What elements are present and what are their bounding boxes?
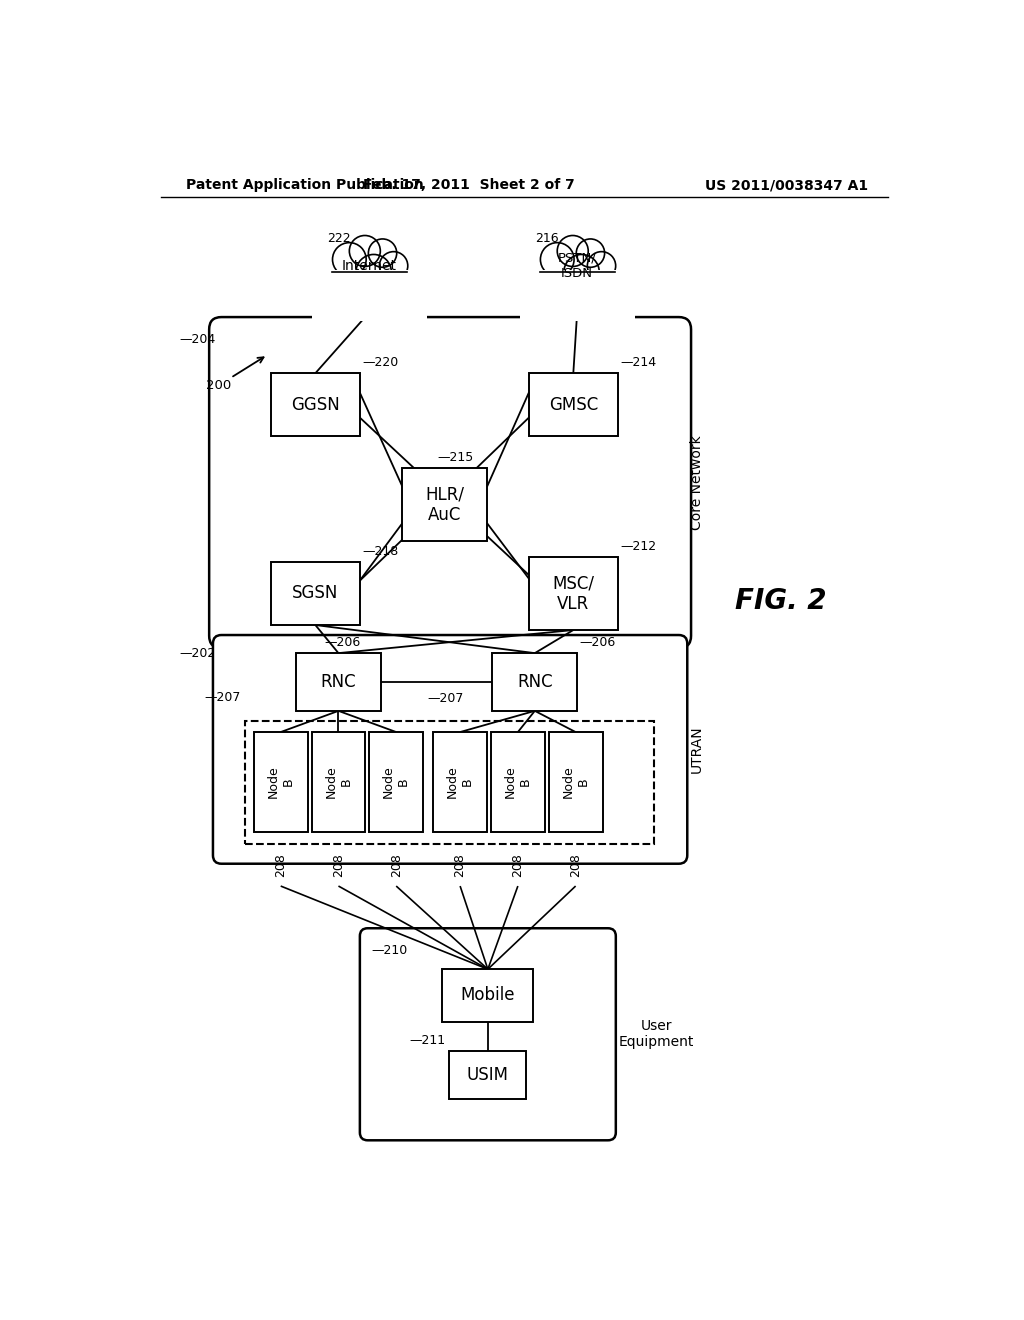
Text: 208: 208 (390, 853, 402, 878)
Text: User
Equipment: User Equipment (618, 1019, 694, 1049)
FancyBboxPatch shape (209, 317, 691, 648)
Text: RNC: RNC (321, 673, 356, 690)
Text: 208: 208 (569, 853, 582, 878)
Bar (450, 1051, 526, 1098)
Bar (529, 557, 617, 630)
FancyBboxPatch shape (213, 635, 687, 863)
Bar (402, 469, 487, 541)
Text: 222: 222 (328, 232, 351, 244)
Ellipse shape (328, 230, 412, 302)
Text: Feb. 17, 2011  Sheet 2 of 7: Feb. 17, 2011 Sheet 2 of 7 (364, 178, 575, 193)
Text: Node
B: Node B (561, 766, 590, 799)
Ellipse shape (536, 230, 620, 302)
Bar (311, 271, 427, 321)
Bar (529, 374, 617, 437)
Text: MSC/
VLR: MSC/ VLR (552, 574, 594, 612)
Text: —218: —218 (361, 545, 398, 558)
Text: Node
B: Node B (266, 766, 295, 799)
Text: —210: —210 (372, 944, 408, 957)
Bar (296, 653, 381, 711)
Text: HLR/
AuC: HLR/ AuC (425, 486, 464, 524)
Text: 200: 200 (207, 379, 231, 392)
Text: —202: —202 (179, 647, 215, 660)
Bar (254, 733, 307, 832)
Text: —212: —212 (620, 540, 656, 553)
Bar (271, 374, 359, 437)
Bar (490, 733, 545, 832)
Bar (271, 562, 359, 626)
Circle shape (349, 235, 380, 267)
Text: Node
B: Node B (382, 766, 411, 799)
Circle shape (333, 243, 367, 276)
Circle shape (380, 252, 408, 280)
Text: FIG. 2: FIG. 2 (735, 587, 827, 615)
Text: Node
B: Node B (325, 766, 352, 799)
Bar (311, 733, 366, 832)
Text: RNC: RNC (517, 673, 553, 690)
Circle shape (369, 239, 396, 267)
Text: —206: —206 (325, 636, 360, 649)
Text: UTRAN: UTRAN (689, 726, 703, 774)
Circle shape (577, 239, 604, 267)
Text: GGSN: GGSN (291, 396, 340, 413)
Bar (493, 653, 578, 711)
Text: Node
B: Node B (504, 766, 531, 799)
Bar (519, 271, 635, 321)
Text: Core Network: Core Network (689, 436, 703, 529)
Text: US 2011/0038347 A1: US 2011/0038347 A1 (706, 178, 868, 193)
Text: —204: —204 (179, 333, 215, 346)
Text: 216: 216 (536, 232, 559, 244)
Circle shape (564, 255, 599, 290)
Circle shape (356, 255, 391, 290)
Bar (370, 733, 423, 832)
Text: 208: 208 (511, 853, 524, 878)
Text: —220: —220 (361, 356, 398, 370)
Text: Mobile: Mobile (461, 986, 515, 1005)
Text: —206: —206 (580, 636, 615, 649)
FancyBboxPatch shape (359, 928, 615, 1140)
Text: Patent Application Publication: Patent Application Publication (186, 178, 424, 193)
Text: Node
B: Node B (446, 766, 474, 799)
Text: —214: —214 (620, 356, 656, 370)
Text: 208: 208 (274, 853, 287, 878)
Text: —211: —211 (410, 1034, 445, 1047)
Text: USIM: USIM (467, 1065, 509, 1084)
Text: Internet: Internet (342, 259, 396, 273)
Text: —215: —215 (437, 451, 473, 465)
Text: 208: 208 (332, 853, 345, 878)
Bar (245, 721, 654, 843)
Text: 208: 208 (454, 853, 467, 878)
Circle shape (541, 243, 574, 276)
Bar (442, 969, 534, 1022)
Circle shape (588, 252, 615, 280)
Circle shape (557, 235, 588, 267)
Text: —207: —207 (205, 690, 241, 704)
Text: GMSC: GMSC (549, 396, 598, 413)
Text: SGSN: SGSN (292, 585, 339, 602)
Text: PSTN/
ISDN: PSTN/ ISDN (558, 252, 597, 280)
Text: —207: —207 (427, 693, 464, 705)
Bar (549, 733, 602, 832)
Bar (433, 733, 487, 832)
